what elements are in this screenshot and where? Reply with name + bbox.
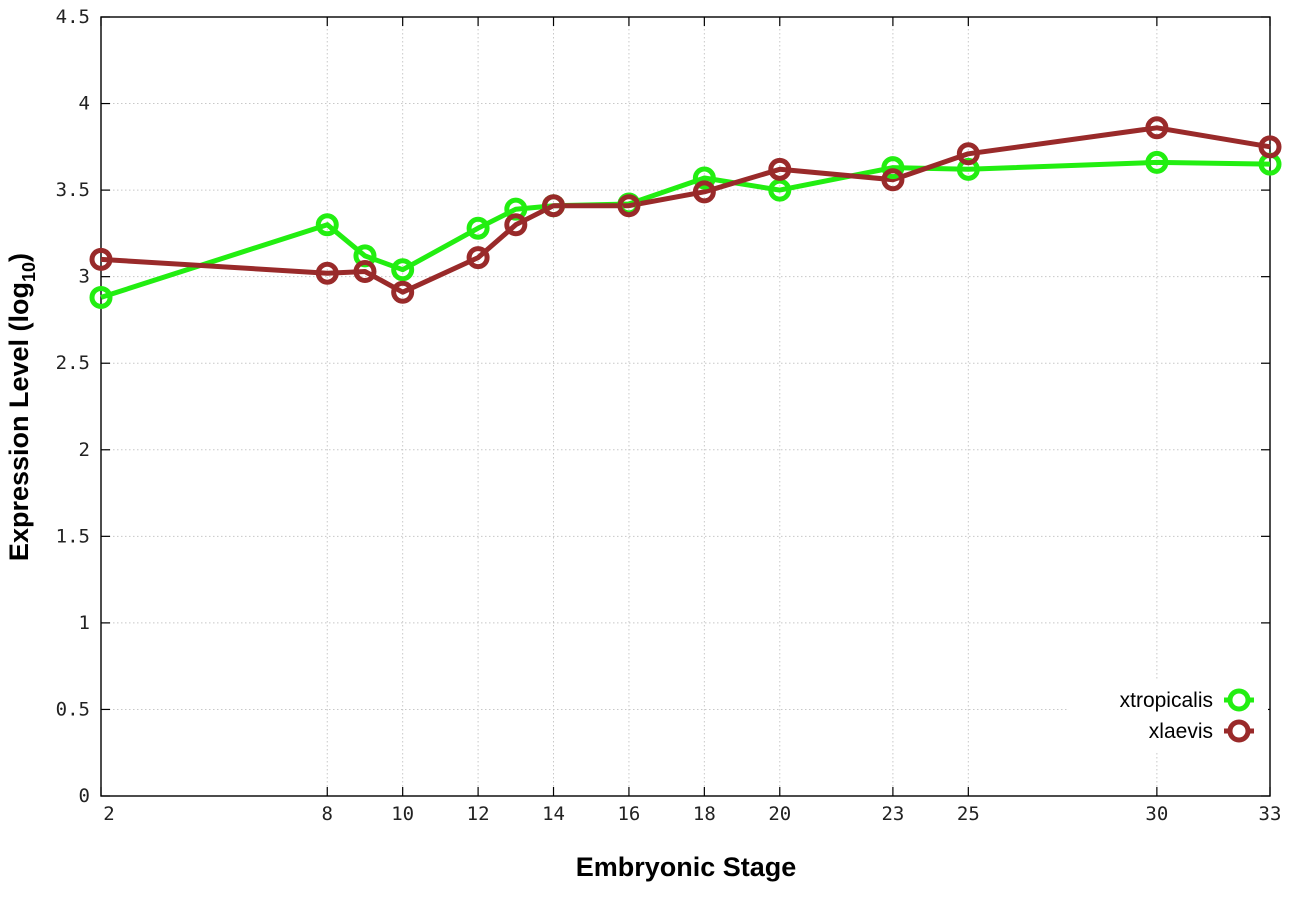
y-tick-label: 3.5 bbox=[56, 179, 90, 201]
data-point-xtropicalis bbox=[881, 156, 905, 180]
y-axis-title-subscript: 10 bbox=[19, 262, 39, 282]
legend-marker-xtropicalis bbox=[1227, 688, 1251, 712]
data-point-xtropicalis bbox=[466, 216, 490, 240]
x-tick-label: 25 bbox=[957, 803, 980, 825]
x-tick-label: 23 bbox=[881, 803, 904, 825]
grid-lines bbox=[101, 17, 1270, 796]
legend: xtropicalis xlaevis bbox=[1068, 680, 1268, 752]
y-tick-label: 0 bbox=[79, 785, 90, 807]
data-point-xlaevis bbox=[89, 247, 113, 271]
y-tick-label: 0.5 bbox=[56, 698, 90, 720]
data-point-xlaevis bbox=[881, 168, 905, 192]
x-tick-label: 14 bbox=[542, 803, 565, 825]
data-point-xtropicalis bbox=[1145, 150, 1169, 174]
y-tick-label: 4 bbox=[79, 93, 90, 115]
data-point-xlaevis bbox=[768, 157, 792, 181]
y-tick-label: 3 bbox=[79, 266, 90, 288]
x-tick-label: 10 bbox=[391, 803, 414, 825]
y-tick-label: 2.5 bbox=[56, 352, 90, 374]
data-point-xlaevis bbox=[504, 213, 528, 237]
x-axis-title: Embryonic Stage bbox=[576, 852, 797, 882]
data-point-xlaevis bbox=[391, 280, 415, 304]
data-point-xtropicalis bbox=[391, 258, 415, 282]
data-point-xlaevis bbox=[466, 246, 490, 270]
series-line-xlaevis bbox=[100, 125, 1271, 295]
y-axis-tick-labels: 0 0.5 1 1.5 2 2.5 3 3.5 4 4.5 bbox=[56, 6, 90, 807]
data-point-xlaevis bbox=[956, 142, 980, 166]
y-tick-label: 4.5 bbox=[56, 6, 90, 28]
y-axis-title-close: ) bbox=[4, 253, 34, 262]
series-group bbox=[89, 116, 1282, 309]
legend-label-xlaevis: xlaevis bbox=[1149, 720, 1213, 743]
plot-frame bbox=[100, 16, 1271, 797]
data-point-xlaevis bbox=[617, 194, 641, 218]
y-axis-title: Expression Level (log10) bbox=[4, 253, 39, 561]
y-axis-title-main: Expression Level (log bbox=[4, 282, 34, 561]
axis-ticks bbox=[100, 16, 1271, 797]
data-point-xtropicalis bbox=[89, 285, 113, 309]
y-tick-label: 1 bbox=[79, 612, 90, 634]
data-point-xlaevis bbox=[542, 194, 566, 218]
x-axis-tick-labels: 2 8 10 12 14 16 18 20 23 25 30 33 bbox=[103, 803, 1281, 825]
y-tick-label: 1.5 bbox=[56, 525, 90, 547]
x-tick-label: 8 bbox=[322, 803, 333, 825]
data-point-xlaevis bbox=[315, 261, 339, 285]
x-tick-label: 12 bbox=[467, 803, 490, 825]
legend-marker-xlaevis bbox=[1227, 719, 1251, 743]
data-point-xlaevis bbox=[692, 180, 716, 204]
x-tick-label: 2 bbox=[103, 803, 114, 825]
data-point-xlaevis bbox=[1258, 135, 1282, 159]
data-point-xtropicalis bbox=[692, 166, 716, 190]
data-point-xtropicalis bbox=[315, 213, 339, 237]
x-tick-label: 33 bbox=[1259, 803, 1282, 825]
legend-label-xtropicalis: xtropicalis bbox=[1120, 689, 1213, 712]
data-point-xlaevis bbox=[353, 259, 377, 283]
data-point-xtropicalis bbox=[768, 178, 792, 202]
x-tick-label: 30 bbox=[1145, 803, 1168, 825]
x-tick-label: 16 bbox=[617, 803, 640, 825]
x-tick-label: 20 bbox=[768, 803, 791, 825]
y-tick-label: 2 bbox=[79, 439, 90, 461]
data-point-xlaevis bbox=[1145, 116, 1169, 140]
x-tick-label: 18 bbox=[693, 803, 716, 825]
